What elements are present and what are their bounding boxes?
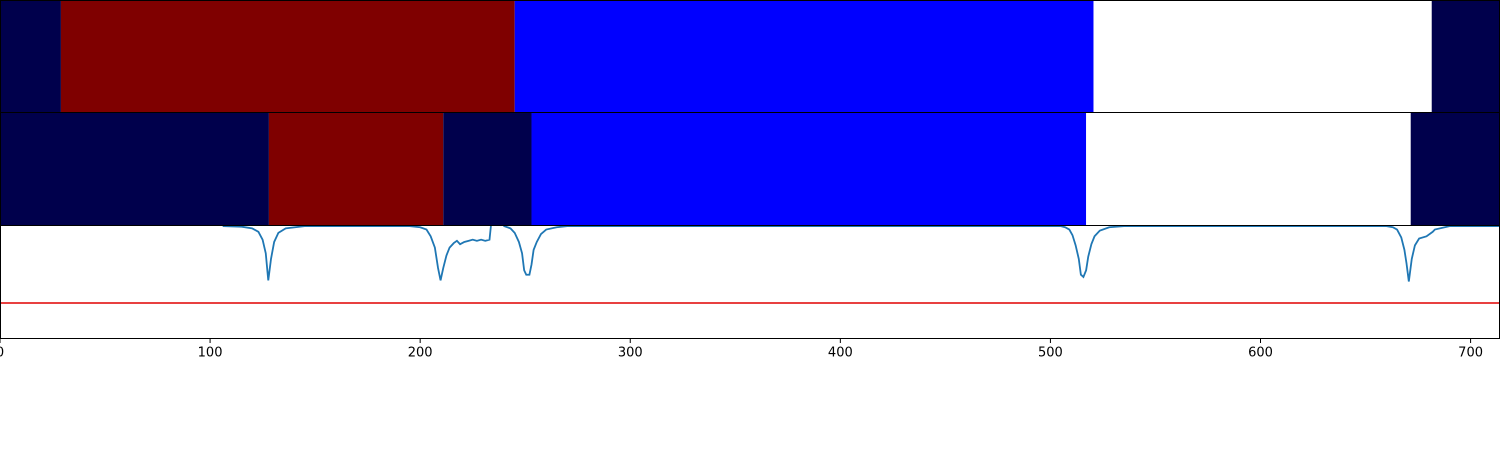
segment [514,0,1094,112]
segment [1093,0,1432,112]
segment [1410,112,1500,225]
x-tick-label: 0 [0,346,4,361]
x-tick-label: 200 [408,346,433,361]
segment [0,0,61,112]
segment [268,112,444,225]
segment [1431,0,1500,112]
x-tick-label: 300 [618,346,643,361]
segment [531,112,1087,225]
segment [0,112,269,225]
x-tick-label: 600 [1248,346,1273,361]
signal-line [222,225,1500,282]
panel-frame [0,225,1500,339]
x-tick-label: 500 [1038,346,1063,361]
segment [1086,112,1411,225]
x-tick-label: 700 [1458,346,1483,361]
x-tick-label: 100 [198,346,223,361]
x-tick-label: 400 [828,346,853,361]
segment [443,112,532,225]
segment [60,0,515,112]
